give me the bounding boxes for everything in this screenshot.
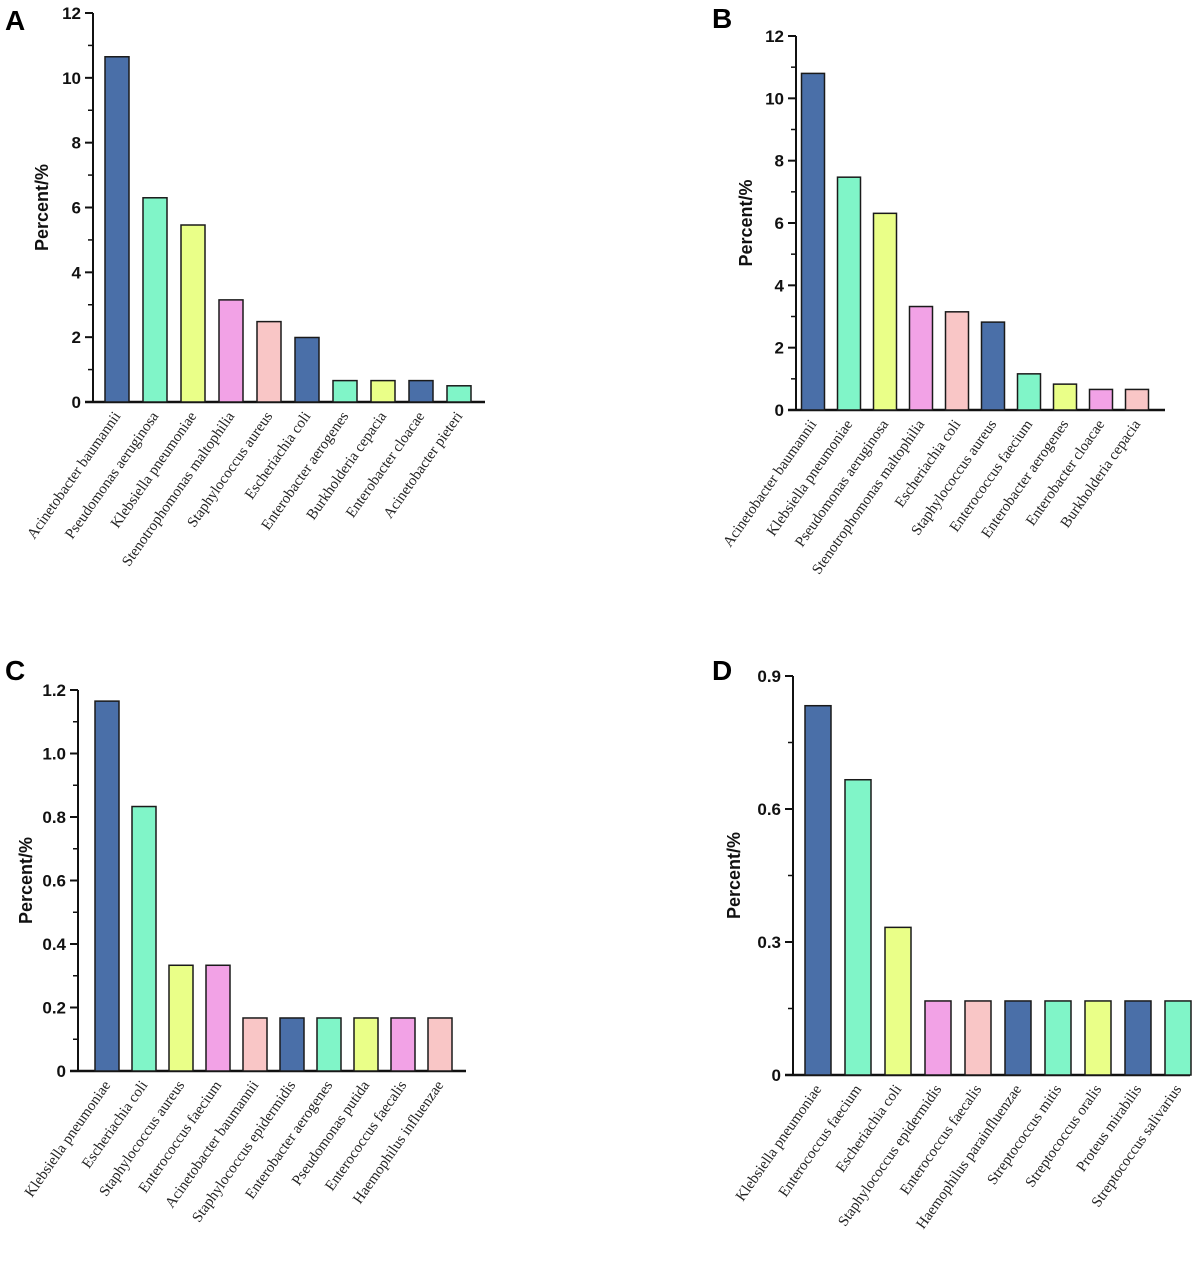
bar bbox=[1088, 388, 1114, 411]
y-tick-label: 6 bbox=[72, 199, 81, 218]
bar bbox=[279, 1017, 305, 1072]
bar bbox=[1164, 1000, 1192, 1076]
bar bbox=[844, 778, 872, 1076]
y-tick-label: 0 bbox=[72, 393, 81, 412]
x-tick-label: Streptococcus oralis bbox=[1023, 1082, 1106, 1191]
y-tick-label: 2 bbox=[775, 339, 784, 358]
bar bbox=[446, 385, 472, 403]
y-axis-label: Percent/% bbox=[736, 179, 756, 266]
bar bbox=[980, 321, 1006, 411]
y-tick-label: 0.6 bbox=[42, 872, 66, 891]
bar bbox=[1004, 1000, 1032, 1076]
bar bbox=[242, 1017, 268, 1072]
y-tick-label: 0 bbox=[772, 1066, 781, 1085]
y-axis-label: Percent/% bbox=[724, 832, 744, 919]
bar bbox=[168, 964, 194, 1072]
bar bbox=[884, 926, 912, 1076]
y-tick-label: 1.0 bbox=[42, 745, 66, 764]
bar bbox=[218, 299, 244, 403]
bar bbox=[390, 1017, 416, 1072]
y-tick-label: 2 bbox=[72, 328, 81, 347]
bar bbox=[294, 336, 320, 403]
y-tick-label: 0.2 bbox=[42, 999, 66, 1018]
bar bbox=[427, 1017, 453, 1072]
y-tick-label: 0.9 bbox=[757, 667, 781, 686]
bar bbox=[1016, 373, 1042, 411]
y-tick-label: 0 bbox=[57, 1062, 66, 1081]
bar bbox=[332, 379, 358, 403]
y-tick-label: 4 bbox=[72, 263, 82, 282]
y-tick-label: 0.3 bbox=[757, 933, 781, 952]
chart-panel-C: C00.20.40.60.81.01.2Percent/%Klebsiella … bbox=[5, 655, 466, 1226]
y-tick-label: 1.2 bbox=[42, 681, 66, 700]
y-axis-label: Percent/% bbox=[16, 837, 36, 924]
bar bbox=[924, 1000, 952, 1076]
bar bbox=[131, 805, 157, 1072]
bar bbox=[205, 964, 231, 1072]
panel-label: A bbox=[5, 5, 25, 36]
y-tick-label: 0.6 bbox=[757, 800, 781, 819]
bar bbox=[256, 320, 282, 403]
y-tick-label: 6 bbox=[775, 214, 784, 233]
bar bbox=[964, 1000, 992, 1076]
y-tick-label: 12 bbox=[765, 27, 784, 46]
bar bbox=[944, 311, 970, 411]
y-tick-label: 10 bbox=[62, 69, 81, 88]
panel-label: C bbox=[5, 655, 25, 686]
bar bbox=[1052, 383, 1078, 411]
bar bbox=[316, 1017, 342, 1072]
bar bbox=[370, 379, 396, 403]
bar bbox=[180, 224, 206, 403]
y-tick-label: 10 bbox=[765, 89, 784, 108]
y-tick-label: 12 bbox=[62, 4, 81, 23]
y-tick-label: 0.4 bbox=[42, 935, 66, 954]
panel-label: B bbox=[712, 3, 732, 34]
bar bbox=[408, 379, 434, 403]
y-tick-label: 8 bbox=[775, 152, 784, 171]
y-tick-label: 8 bbox=[72, 134, 81, 153]
y-tick-label: 0.8 bbox=[42, 808, 66, 827]
bar bbox=[800, 72, 826, 411]
bar bbox=[1124, 388, 1150, 411]
bar bbox=[1044, 1000, 1072, 1076]
bar bbox=[353, 1017, 379, 1072]
bar bbox=[1124, 1000, 1152, 1076]
y-tick-label: 0 bbox=[775, 401, 784, 420]
bar bbox=[836, 176, 862, 411]
bar bbox=[872, 212, 898, 411]
bar bbox=[142, 197, 168, 403]
y-tick-label: 4 bbox=[775, 276, 785, 295]
bar bbox=[1084, 1000, 1112, 1076]
bar bbox=[104, 56, 130, 403]
bar bbox=[804, 704, 832, 1076]
bar bbox=[94, 700, 120, 1072]
bar bbox=[908, 305, 934, 411]
panel-label: D bbox=[712, 655, 732, 686]
y-axis-label: Percent/% bbox=[32, 164, 52, 251]
x-tick-label: Escheriachia coli bbox=[79, 1078, 151, 1171]
x-tick-label: Streptococcus mitis bbox=[985, 1082, 1066, 1188]
